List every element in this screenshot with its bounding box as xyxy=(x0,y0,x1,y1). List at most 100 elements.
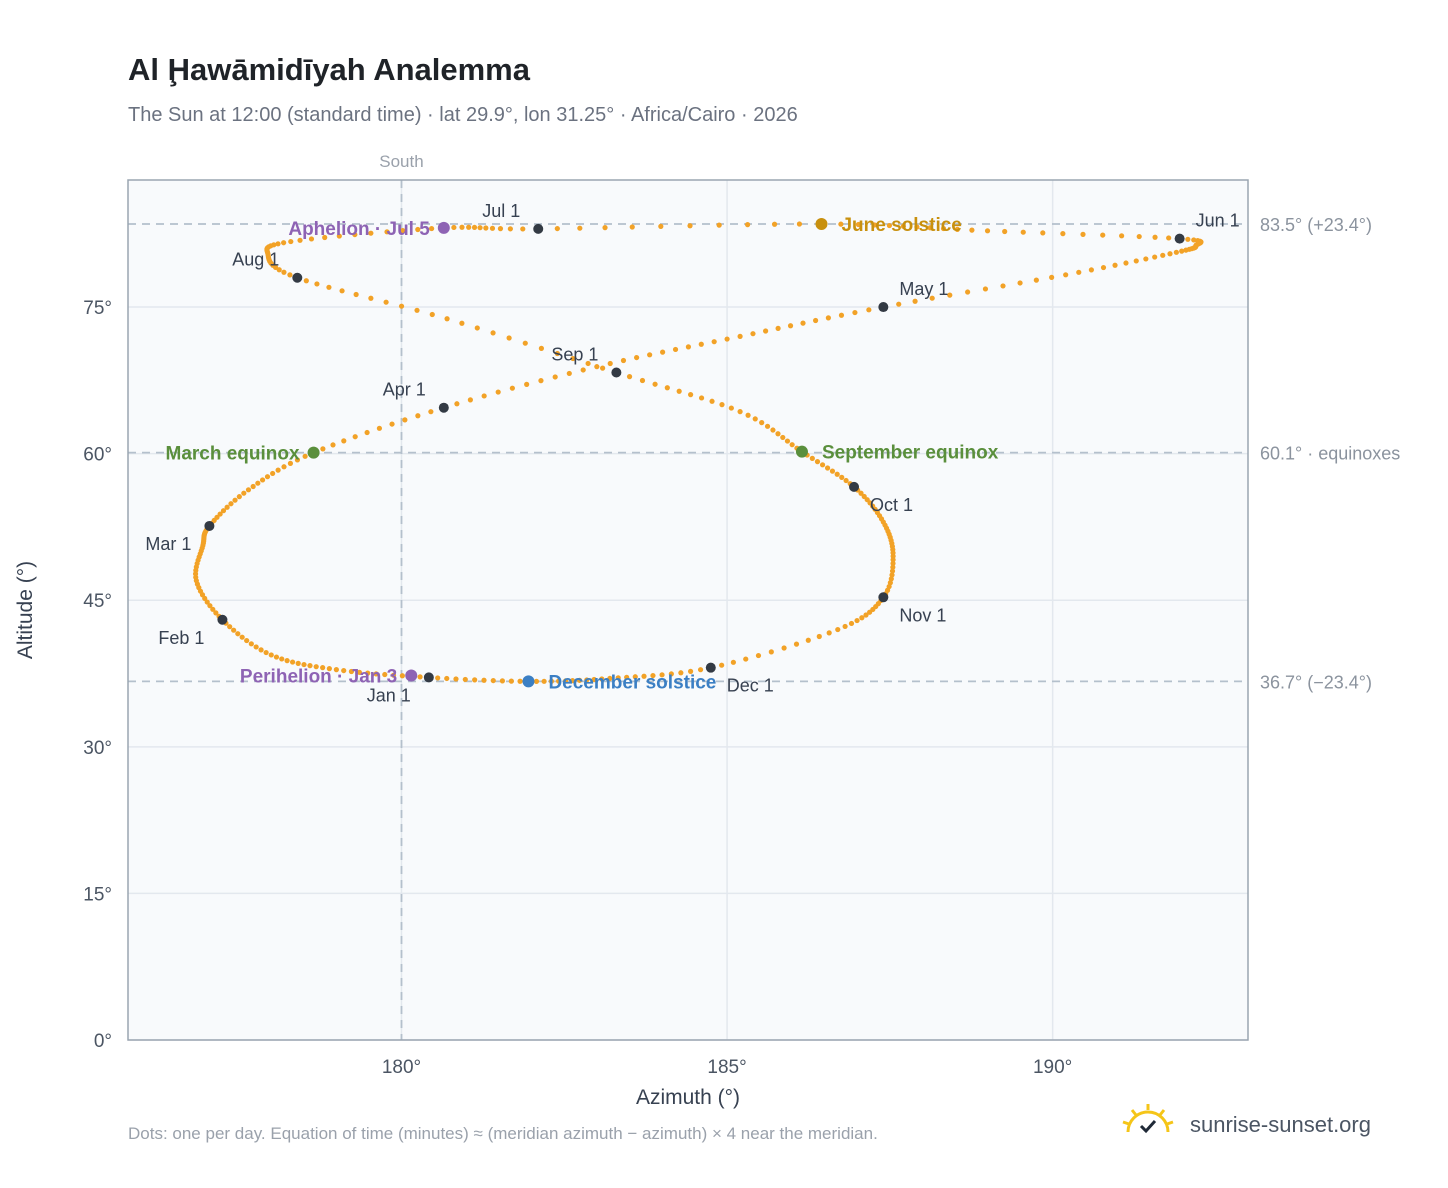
daily-dot xyxy=(866,307,872,313)
daily-dot xyxy=(466,224,472,230)
daily-dot xyxy=(969,227,975,233)
daily-dot xyxy=(890,564,896,570)
daily-dot xyxy=(763,328,769,334)
brand-logo[interactable]: sunrise-sunset.org xyxy=(1120,1100,1390,1150)
daily-dot xyxy=(339,288,345,294)
daily-dot xyxy=(607,360,613,367)
daily-dot xyxy=(538,345,544,351)
daily-dot xyxy=(428,409,434,415)
daily-dot xyxy=(241,490,247,496)
daily-dot xyxy=(784,438,791,444)
daily-dot xyxy=(489,225,496,231)
daily-dot xyxy=(620,357,627,364)
daily-dot xyxy=(1033,277,1039,283)
daily-dot xyxy=(490,330,496,336)
daily-dot xyxy=(1080,231,1086,237)
daily-dot xyxy=(843,477,849,484)
axes: 0° 15° 30° 45° 60° 75° 180° 185° 190° xyxy=(83,298,1072,1078)
daily-dot xyxy=(499,678,506,684)
event-marker-dot xyxy=(405,669,418,682)
reference-line-label: 83.5° (+23.4°) xyxy=(1260,215,1372,235)
daily-dot xyxy=(1100,264,1107,271)
event-marker-label: Perihelion · Jan 3 xyxy=(240,666,397,687)
daily-dot xyxy=(668,671,674,677)
daily-dot xyxy=(204,599,210,605)
reference-lines: South 83.5° (+23.4°) 60.1° · equinoxes 36.7… xyxy=(128,152,1400,1040)
daily-dot xyxy=(244,637,250,644)
daily-dot xyxy=(383,299,389,305)
month-marker-dot xyxy=(423,672,434,683)
event-marker-dot xyxy=(437,221,450,234)
daily-dot xyxy=(236,494,242,500)
event-marker-label: September equinox xyxy=(822,443,999,464)
daily-dot xyxy=(709,398,715,404)
month-marker-dot xyxy=(438,402,449,413)
daily-dot xyxy=(228,501,234,507)
daily-dot xyxy=(239,634,245,640)
daily-dot xyxy=(863,612,869,618)
daily-dot xyxy=(599,676,605,682)
daily-dot xyxy=(787,323,794,329)
daily-dot xyxy=(250,483,256,490)
daily-dot xyxy=(384,229,390,235)
month-marker-dot xyxy=(611,367,622,378)
daily-dot xyxy=(264,474,271,480)
daily-dot xyxy=(333,667,339,673)
daily-dot xyxy=(855,221,862,228)
month-marker-label: Jul 1 xyxy=(482,201,520,221)
daily-dot xyxy=(912,298,918,304)
daily-dot xyxy=(471,224,478,231)
daily-dot xyxy=(373,671,379,677)
daily-dot xyxy=(352,231,358,238)
daily-dot xyxy=(533,678,540,684)
daily-dot xyxy=(509,385,515,391)
daily-dot xyxy=(775,431,781,437)
month-marker-dot xyxy=(878,302,889,313)
daily-dot xyxy=(232,497,238,503)
daily-dot xyxy=(554,350,560,357)
daily-dot xyxy=(658,223,664,229)
daily-dot xyxy=(414,307,420,313)
daily-dot xyxy=(800,320,806,326)
daily-dot xyxy=(336,233,342,239)
daily-dot xyxy=(954,226,960,232)
daily-dot xyxy=(451,224,457,231)
daily-dot xyxy=(248,641,254,647)
daily-dot xyxy=(1063,272,1069,278)
daily-dot xyxy=(852,309,858,316)
daily-dot xyxy=(382,671,388,678)
daily-dot xyxy=(284,658,290,664)
daily-dot xyxy=(982,286,989,292)
daily-dot xyxy=(1088,267,1094,273)
daily-dot xyxy=(566,370,572,377)
daily-dot xyxy=(415,226,421,233)
daily-dot xyxy=(1152,254,1158,260)
daily-dot xyxy=(737,333,743,339)
month-marker-label: Jun 1 xyxy=(1196,211,1240,231)
daily-dot xyxy=(984,228,991,234)
daily-dot xyxy=(541,678,547,684)
daily-sun-dots xyxy=(192,221,1204,684)
daily-dot xyxy=(1119,233,1125,239)
daily-dot xyxy=(207,603,213,609)
daily-dot xyxy=(755,652,762,659)
daily-dot xyxy=(585,360,591,367)
daily-dot xyxy=(1020,229,1026,235)
daily-dot xyxy=(483,225,489,231)
daily-dot xyxy=(562,678,569,684)
daily-dot xyxy=(326,284,332,290)
month-marker-label: Sep 1 xyxy=(551,345,598,365)
daily-dot xyxy=(522,340,528,346)
event-markers: March equinox September equinox June solst… xyxy=(166,215,999,693)
daily-dot xyxy=(570,355,576,362)
daily-dot xyxy=(602,225,608,231)
event-marker-label: March equinox xyxy=(166,444,301,465)
y-tick-label: 75° xyxy=(83,298,112,319)
daily-dot xyxy=(764,423,771,429)
daily-dot xyxy=(1160,252,1166,258)
daily-dot xyxy=(719,402,725,408)
daily-dot xyxy=(1185,236,1191,242)
month-markers: Jan 1 Feb 1 Mar 1 Apr 1 May 1 Jun 1 Jul 1 Aug 1… xyxy=(145,201,1239,706)
daily-dot xyxy=(632,674,638,680)
daily-dot xyxy=(678,670,684,676)
